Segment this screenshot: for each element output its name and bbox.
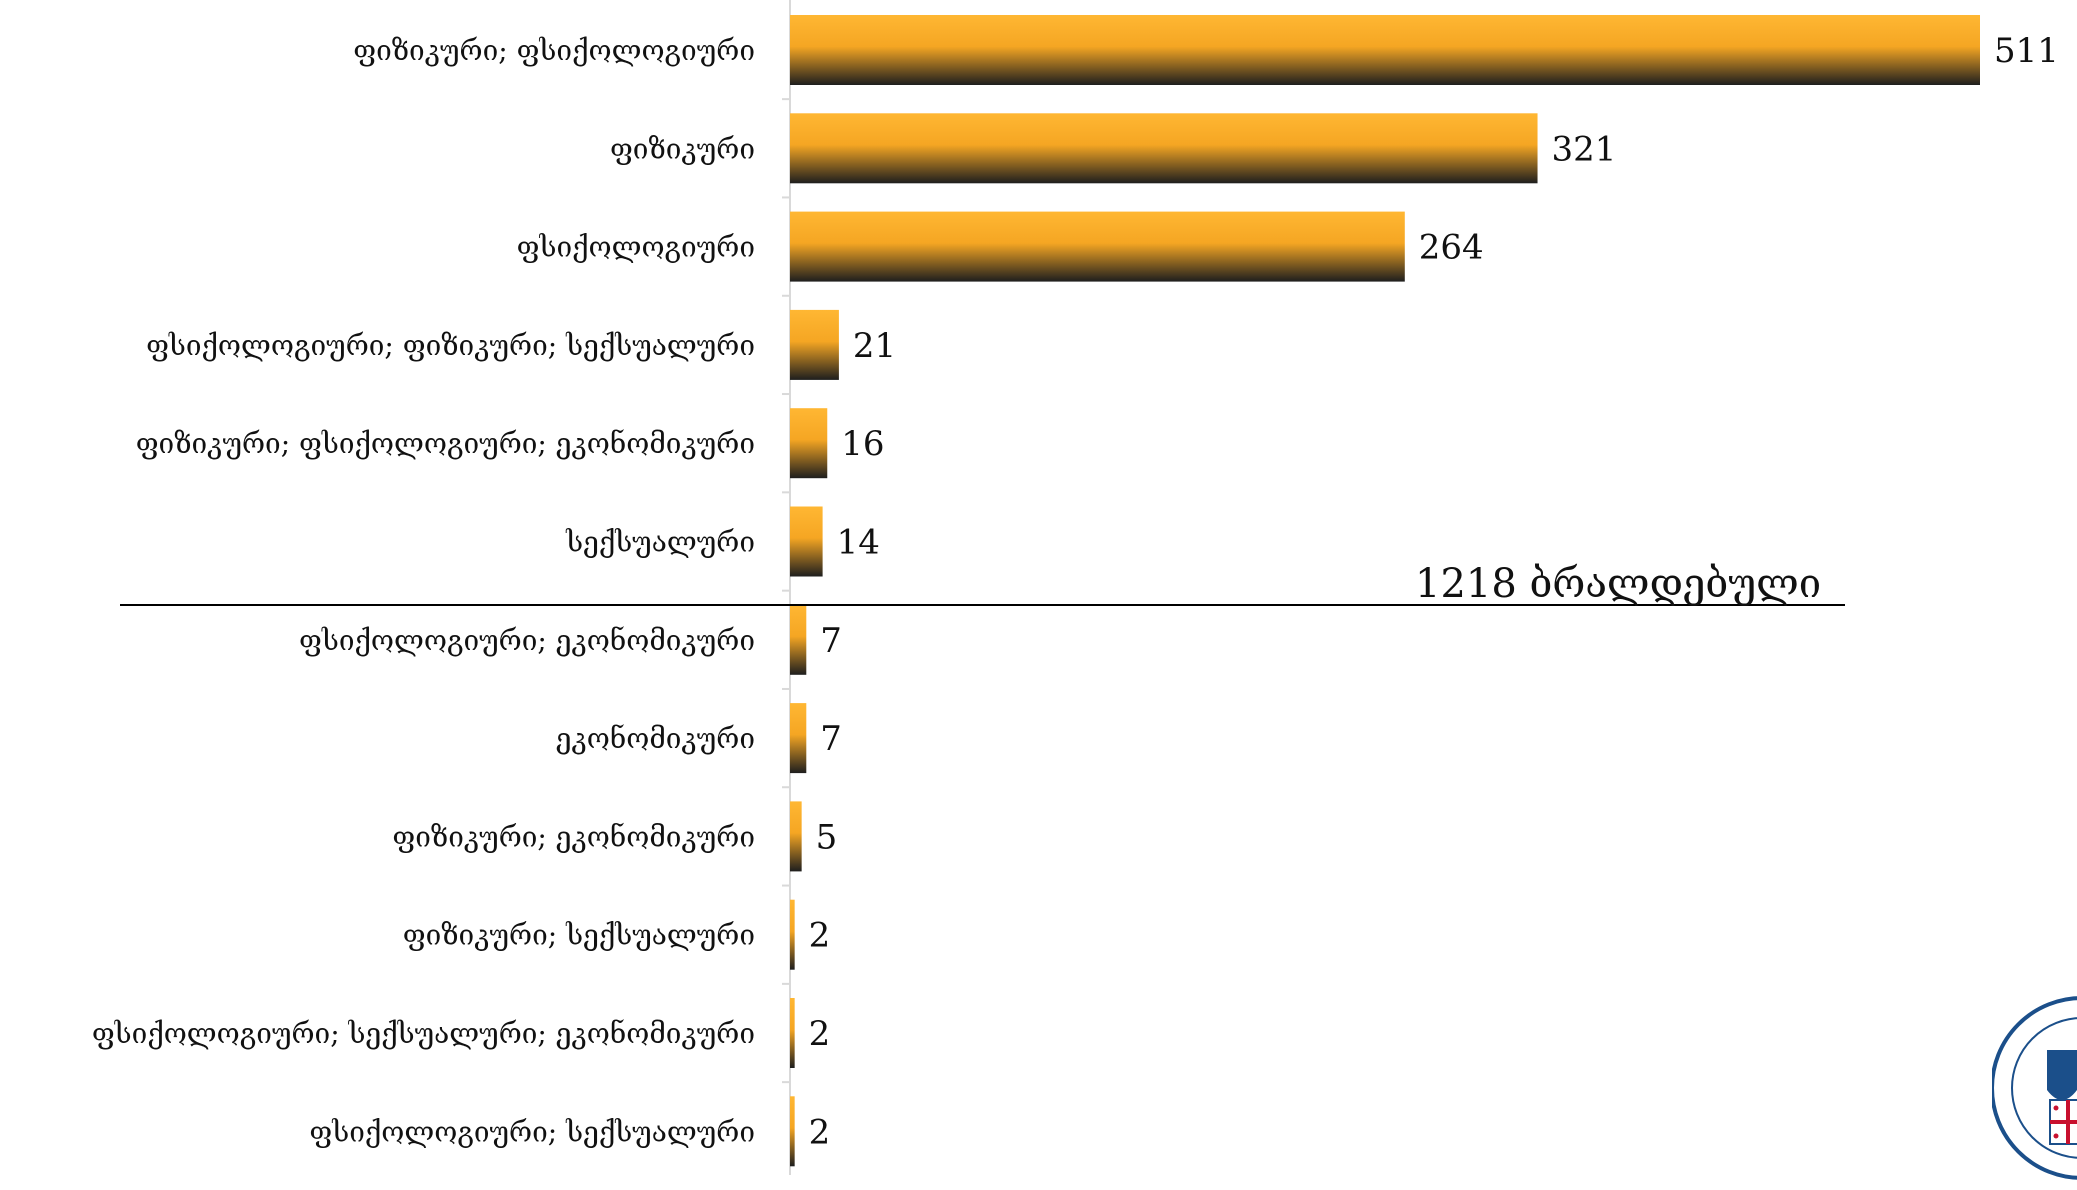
axis-layer bbox=[782, 0, 791, 1175]
bar-6 bbox=[790, 506, 823, 577]
value-label: 2 bbox=[809, 916, 831, 956]
value-label: 7 bbox=[820, 621, 842, 661]
value-label: 7 bbox=[820, 719, 842, 759]
bar-11 bbox=[790, 998, 795, 1068]
value-label: 321 bbox=[1552, 129, 1617, 169]
category-label: ფსიქოლოგიური; სექსუალური; ეკონომიკური bbox=[92, 1017, 755, 1050]
value-label: 2 bbox=[809, 1014, 831, 1054]
category-label: ეკონომიკური bbox=[556, 722, 755, 755]
bar-2 bbox=[790, 113, 1538, 184]
bar-4 bbox=[790, 309, 839, 380]
bar-7 bbox=[790, 604, 807, 675]
value-label: 14 bbox=[837, 523, 880, 563]
category-label: სექსუალური bbox=[565, 526, 755, 559]
bar-8 bbox=[790, 703, 807, 774]
category-label: ფსიქოლოგიური; ეკონომიკური bbox=[299, 624, 755, 657]
bar-10 bbox=[790, 899, 795, 970]
category-label: ფსიქოლოგიური bbox=[517, 231, 755, 264]
value-label: 16 bbox=[841, 424, 884, 464]
bar-12 bbox=[790, 1096, 795, 1167]
value-label: 2 bbox=[809, 1112, 831, 1152]
bar-1 bbox=[790, 15, 1980, 85]
bars-layer bbox=[790, 15, 1980, 1167]
value-label: 5 bbox=[816, 817, 838, 857]
bar-3 bbox=[790, 211, 1405, 282]
prosecution-seal-logo bbox=[1992, 996, 2077, 1180]
bar-9 bbox=[790, 801, 802, 872]
value-label: 511 bbox=[1994, 31, 2059, 71]
category-label: ფსიქოლოგიური; ფიზიკური; სექსუალური bbox=[146, 329, 755, 362]
total-accused-annotation: 1218 ბრალდებული bbox=[1415, 561, 1821, 607]
category-label: ფსიქოლოგიური; სექსუალური bbox=[309, 1115, 755, 1148]
value-label: 264 bbox=[1419, 228, 1484, 268]
labels-layer: ფიზიკური; ფსიქოლოგიური 511 ფიზიკური 321 ფსიქ… bbox=[92, 31, 2059, 1152]
category-label: ფიზიკური; სექსუალური bbox=[403, 919, 755, 952]
category-label: ფიზიკური; ეკონომიკური bbox=[392, 820, 755, 853]
value-label: 21 bbox=[853, 326, 896, 366]
category-label: ფიზიკური bbox=[610, 132, 755, 165]
category-label: ფიზიკური; ფსიქოლოგიური; ეკონომიკური bbox=[136, 427, 755, 460]
category-label: ფიზიკური; ფსიქოლოგიური bbox=[353, 34, 755, 67]
bar-5 bbox=[790, 408, 828, 479]
